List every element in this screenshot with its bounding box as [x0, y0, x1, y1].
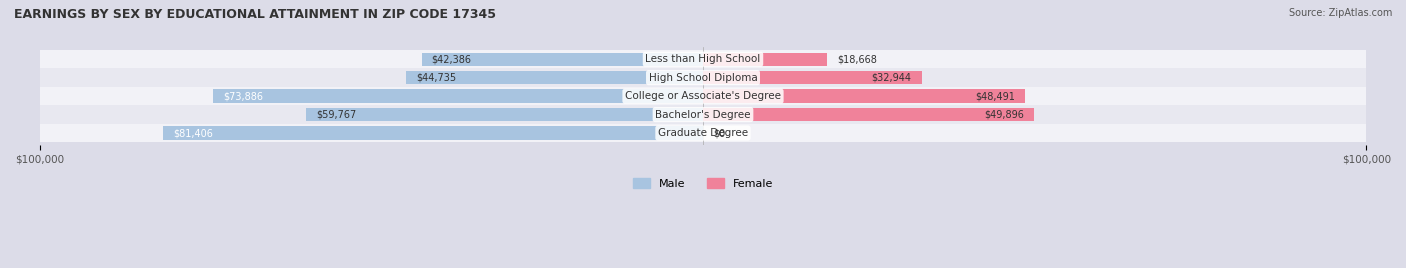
- Text: Less than High School: Less than High School: [645, 54, 761, 64]
- Bar: [703, 90, 1025, 103]
- Bar: [39, 87, 1367, 105]
- Text: $42,386: $42,386: [432, 54, 472, 64]
- Text: $49,896: $49,896: [984, 110, 1024, 120]
- Bar: [39, 124, 1367, 142]
- Text: $18,668: $18,668: [837, 54, 877, 64]
- Bar: [212, 90, 703, 103]
- Text: Bachelor's Degree: Bachelor's Degree: [655, 110, 751, 120]
- Bar: [307, 108, 703, 121]
- Bar: [703, 71, 921, 84]
- Text: College or Associate's Degree: College or Associate's Degree: [626, 91, 780, 101]
- Text: $48,491: $48,491: [974, 91, 1015, 101]
- Bar: [39, 105, 1367, 124]
- Bar: [163, 126, 703, 140]
- Text: High School Diploma: High School Diploma: [648, 73, 758, 83]
- Legend: Male, Female: Male, Female: [628, 174, 778, 193]
- Text: $44,735: $44,735: [416, 73, 457, 83]
- Bar: [703, 53, 827, 66]
- Bar: [39, 50, 1367, 68]
- Text: Source: ZipAtlas.com: Source: ZipAtlas.com: [1288, 8, 1392, 18]
- Text: EARNINGS BY SEX BY EDUCATIONAL ATTAINMENT IN ZIP CODE 17345: EARNINGS BY SEX BY EDUCATIONAL ATTAINMEN…: [14, 8, 496, 21]
- Bar: [39, 68, 1367, 87]
- Bar: [422, 53, 703, 66]
- Text: $73,886: $73,886: [222, 91, 263, 101]
- Text: $59,767: $59,767: [316, 110, 357, 120]
- Text: $0: $0: [713, 128, 725, 138]
- Text: Graduate Degree: Graduate Degree: [658, 128, 748, 138]
- Text: $81,406: $81,406: [173, 128, 212, 138]
- Bar: [703, 108, 1033, 121]
- Text: $32,944: $32,944: [872, 73, 911, 83]
- Bar: [406, 71, 703, 84]
